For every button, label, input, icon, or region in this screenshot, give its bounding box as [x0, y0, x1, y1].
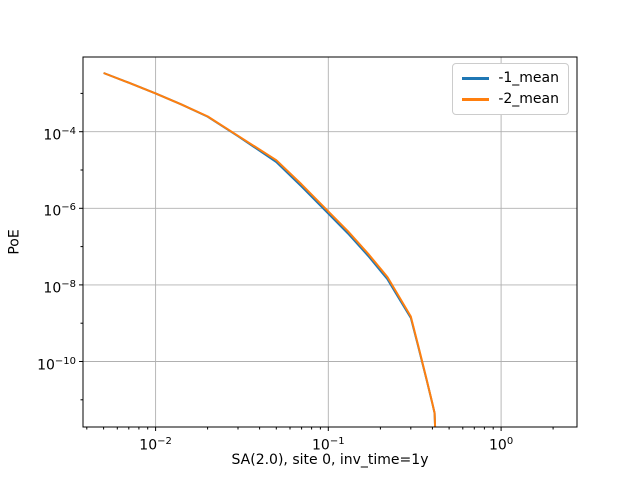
x-tick-label: 10−2 [139, 436, 172, 454]
y-axis-label: PoE [6, 229, 23, 255]
y-tick-label: 10−6 [43, 202, 76, 220]
y-tick-label: 10−8 [43, 278, 76, 297]
y-tick-label: 10−10 [37, 355, 76, 374]
legend-label: -1_mean [498, 70, 559, 86]
x-axis-label: SA(2.0), site 0, inv_time=1y [231, 452, 429, 468]
legend-line-sample [462, 77, 490, 80]
legend-label: -2_mean [498, 91, 559, 107]
x-tick-label: 100 [488, 436, 514, 454]
legend-entry: -1_mean [462, 68, 559, 89]
axes-spines [82, 56, 578, 428]
legend-line-sample [462, 98, 490, 101]
y-tick-label: 10−4 [43, 125, 76, 144]
legend-entry: -2_mean [462, 89, 559, 110]
legend: -1_mean -2_mean [452, 63, 569, 115]
series-line--2_mean [103, 72, 437, 427]
x-tick-label: 10−1 [312, 436, 345, 454]
series-line--1_mean [103, 72, 437, 427]
